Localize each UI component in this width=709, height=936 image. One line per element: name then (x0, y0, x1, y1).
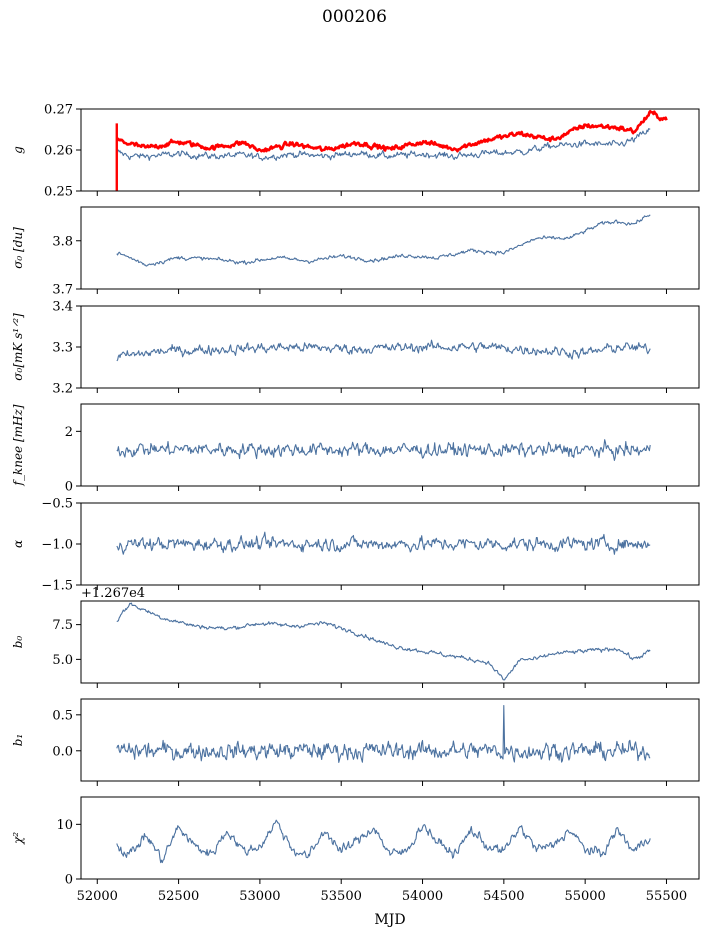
y-tick-label-fknee-0: 0 (65, 480, 73, 495)
axes-frame-sigma (80, 206, 700, 290)
y-tick-label-g-1: 0.26 (44, 144, 73, 159)
series-line-b1-0 (116, 704, 651, 763)
series-line-alpha-0 (116, 531, 651, 555)
panel-chi2: 0 10 52000 52500 53000 53500 54000 54500 55000 55… (11, 796, 700, 904)
y-tick-label-sigma-mk-1: 3.3 (52, 341, 73, 356)
y-axis-label-b0: b₀ (11, 636, 25, 649)
offset-label-b0: +1.267e4 (81, 586, 145, 601)
y-tick-label-alpha-1: −1.0 (41, 538, 73, 553)
series-line-g-1 (116, 110, 668, 153)
series-line-g-0 (116, 128, 651, 162)
panel-fknee: 0 2 f_knee [mHz] (11, 403, 700, 495)
y-tick-label-g-0: 0.25 (44, 185, 73, 200)
x-tick-label-5: 54500 (483, 889, 524, 904)
panel-sigma-mk: 3.2 3.3 3.4 σ₀[mK s¹ᐟ²] (11, 300, 700, 397)
panel-b0: 5.0 7.5 b₀ +1.267e4 (11, 586, 700, 688)
y-tick-label-chi2-1: 10 (56, 818, 73, 833)
series-line-sigma-0 (116, 214, 651, 267)
axes-frame-b1 (80, 698, 700, 782)
y-tick-label-b1-0: 0.0 (52, 744, 73, 759)
y-axis-label-b1: b₁ (11, 734, 25, 747)
panels-group: 0.25 0.26 0.27 g 3.7 3.8 σ₀ [du] 3.2 3.3 3.4 σ₀[mK… (11, 103, 700, 904)
x-tick-label-7: 55500 (646, 889, 687, 904)
axes-frame-fknee (80, 403, 700, 487)
panel-sigma: 3.7 3.8 σ₀ [du] (11, 206, 700, 298)
figure-title: 000206 (322, 7, 387, 27)
axes-frame-chi2 (80, 796, 700, 880)
y-axis-label-alpha: α (11, 540, 25, 548)
y-axis-label-fknee: f_knee [mHz] (11, 404, 25, 486)
y-tick-label-chi2-0: 0 (65, 873, 73, 888)
x-axis-label: MJD (374, 912, 405, 928)
y-tick-label-b1-1: 0.5 (52, 708, 73, 723)
x-tick-label-3: 53500 (321, 889, 362, 904)
series-line-chi2-0 (116, 819, 651, 864)
y-tick-label-b0-0: 5.0 (52, 653, 73, 668)
x-tick-label-4: 54000 (402, 889, 443, 904)
y-tick-label-sigma-0: 3.7 (52, 283, 73, 298)
x-tick-label-1: 52500 (158, 889, 199, 904)
panel-b1: 0.0 0.5 b₁ (11, 698, 700, 786)
y-tick-label-alpha-2: −0.5 (41, 497, 73, 512)
x-tick-label-2: 53000 (239, 889, 280, 904)
axes-frame-g (80, 108, 700, 192)
y-axis-label-chi2: χ² (11, 832, 25, 845)
y-axis-label-sigma-mk: σ₀[mK s¹ᐟ²] (11, 313, 25, 381)
x-tick-label-0: 52000 (77, 889, 118, 904)
panel-alpha: −1.5 −1.0 −0.5 α (11, 497, 700, 594)
series-line-fknee-0 (116, 439, 651, 461)
axes-frame-b0 (80, 600, 700, 684)
y-tick-label-sigma-mk-2: 3.4 (52, 300, 73, 315)
panel-g: 0.25 0.26 0.27 g (11, 103, 700, 200)
y-tick-label-fknee-1: 2 (65, 425, 73, 440)
x-tick-label-6: 55000 (564, 889, 605, 904)
y-tick-label-alpha-0: −1.5 (41, 579, 73, 594)
series-line-sigma-mk-0 (116, 339, 651, 362)
y-tick-label-sigma-mk-0: 3.2 (52, 382, 73, 397)
y-tick-label-b0-1: 7.5 (52, 618, 73, 633)
y-axis-label-sigma: σ₀ [du] (11, 227, 25, 269)
y-tick-label-g-2: 0.27 (44, 103, 73, 118)
y-axis-label-g: g (11, 146, 25, 154)
series-line-b0-0 (116, 602, 651, 681)
y-tick-label-sigma-1: 3.8 (52, 234, 73, 249)
